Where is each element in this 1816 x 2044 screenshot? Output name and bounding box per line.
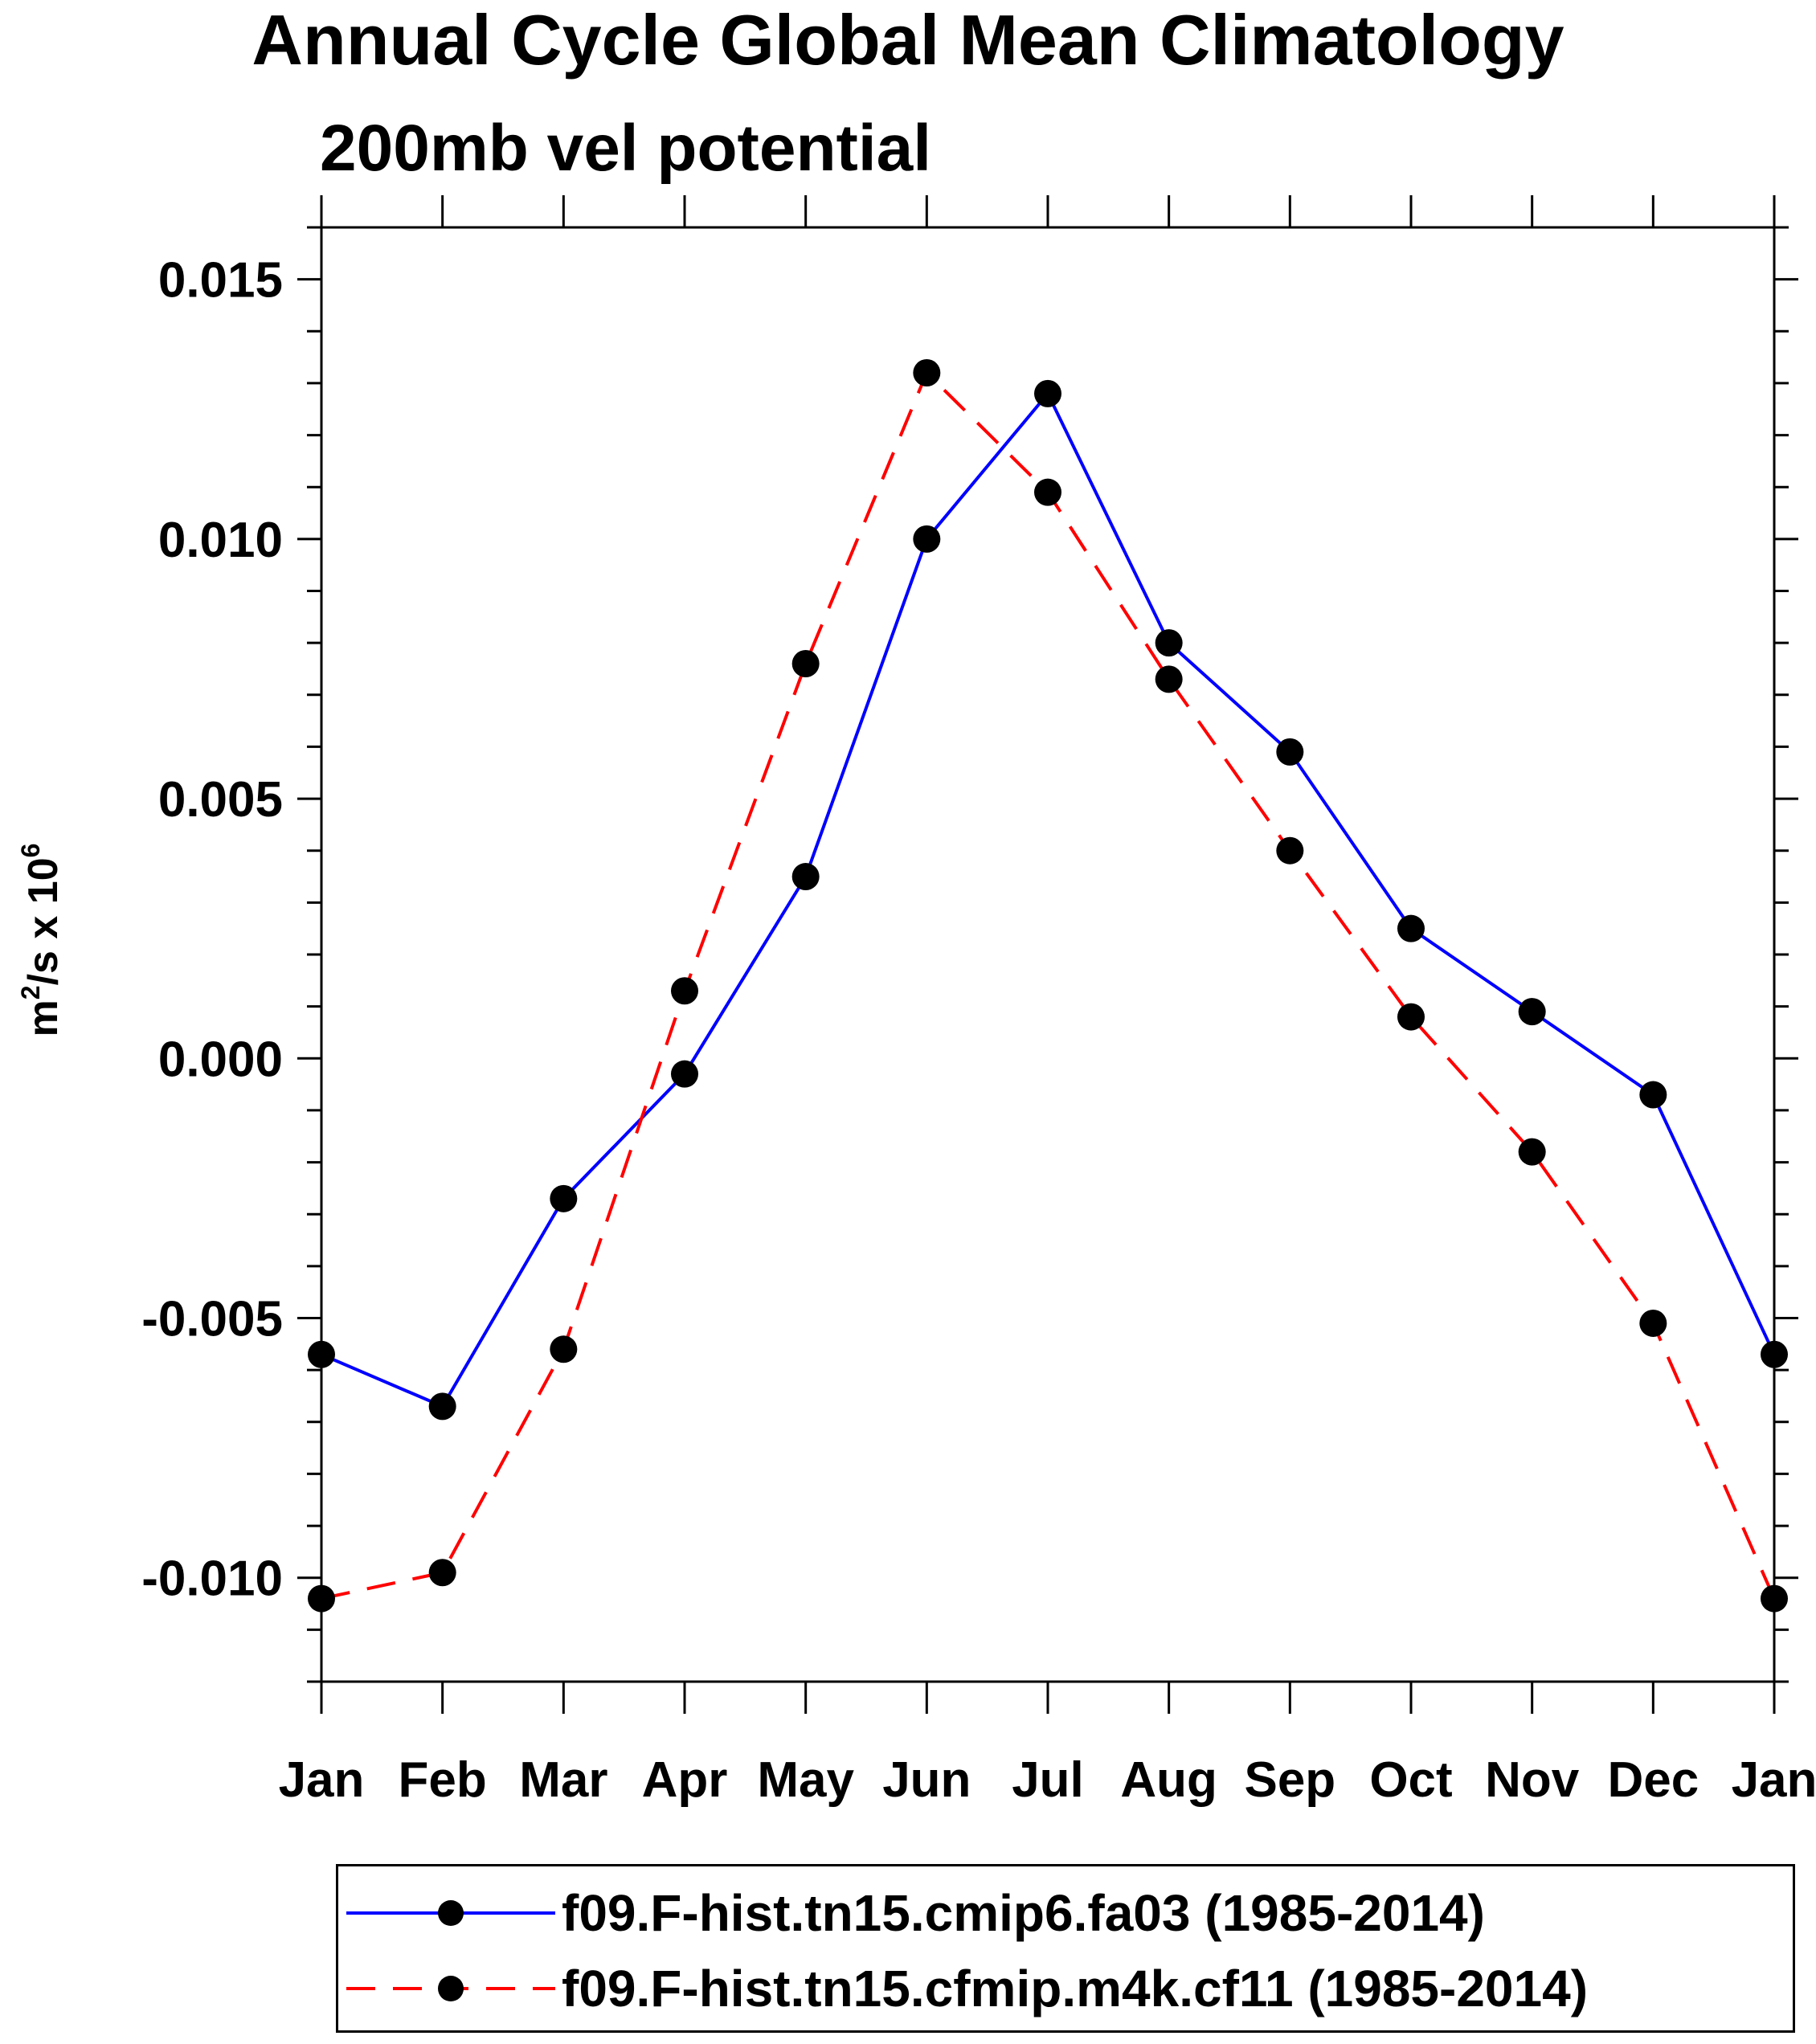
data-point-series-2 <box>308 1584 335 1613</box>
chart-title: Annual Cycle Global Mean Climatology <box>252 0 1564 80</box>
y-tick-label: 0.005 <box>158 772 283 828</box>
chart-plot: 0.015 0.010 0.005 0.000 -0.005 -0.010 Jan Feb M… <box>141 195 1816 1808</box>
x-tick-labels: Jan Feb Mar Apr May Jun Jul Aug Sep Oct Nov Dec Jan <box>279 1752 1816 1808</box>
data-point-series-2 <box>1518 1138 1546 1166</box>
data-point-series-1 <box>1761 1340 1788 1368</box>
x-tick-label: Dec <box>1607 1752 1699 1808</box>
data-point-series-2 <box>550 1335 578 1363</box>
x-tick-label: Jan <box>279 1752 365 1808</box>
x-tick-label: Jul <box>1012 1752 1084 1808</box>
x-tick-label: Jan <box>1732 1752 1816 1808</box>
y-tick-label: -0.010 <box>141 1551 283 1607</box>
y-tick-label: 0.000 <box>158 1032 283 1087</box>
x-tick-label: Sep <box>1244 1752 1335 1808</box>
plot-frame <box>320 226 1776 1683</box>
data-point-series-1 <box>1155 629 1183 657</box>
y-tick-label: 0.015 <box>158 253 283 309</box>
x-tick-label: May <box>757 1752 854 1808</box>
legend-item-series-2: f09.F-hist.tn15.cfmip.m4k.cf11 (1985-201… <box>338 1948 1793 2029</box>
y-tick-labels: 0.015 0.010 0.005 0.000 -0.005 -0.010 <box>141 253 283 1607</box>
data-point-series-2 <box>1034 478 1061 506</box>
data-point-series-2 <box>1639 1309 1667 1337</box>
legend-marker <box>438 1900 464 1926</box>
data-point-series-2 <box>1276 836 1304 865</box>
data-point-series-2 <box>1761 1584 1788 1613</box>
y-tick-label: 0.010 <box>158 513 283 568</box>
series-line-2 <box>321 370 1776 1600</box>
legend-label-series-2: f09.F-hist.tn15.cfmip.m4k.cf11 (1985-201… <box>562 1960 1588 2017</box>
x-tick-label: Aug <box>1120 1752 1217 1808</box>
data-point-series-1 <box>913 525 941 553</box>
x-tick-label: Nov <box>1485 1752 1580 1808</box>
legend-sample-solid <box>346 1900 555 1926</box>
x-tick-label: Apr <box>642 1752 728 1808</box>
data-point-series-1 <box>1034 379 1061 407</box>
series-lines <box>321 370 1776 1600</box>
legend-marker <box>438 1976 464 2001</box>
data-point-series-2 <box>1155 665 1183 693</box>
data-point-series-1 <box>671 1060 698 1088</box>
data-point-series-1 <box>1518 998 1546 1026</box>
data-point-series-1 <box>308 1340 335 1368</box>
data-point-series-2 <box>913 359 941 386</box>
x-tick-label: Jun <box>882 1752 971 1808</box>
x-tick-label: Oct <box>1369 1752 1452 1808</box>
legend: f09.F-hist.tn15.cmip6.fa03 (1985-2014) f… <box>336 1864 1795 2033</box>
legend-label-series-1: f09.F-hist.tn15.cmip6.fa03 (1985-2014) <box>562 1884 1485 1942</box>
x-tick-label: Mar <box>519 1752 607 1808</box>
x-tick-label: Feb <box>399 1752 487 1808</box>
legend-item-series-1: f09.F-hist.tn15.cmip6.fa03 (1985-2014) <box>338 1873 1793 1953</box>
y-tick-label: -0.005 <box>141 1292 283 1347</box>
series-line-1 <box>321 390 1776 1408</box>
data-point-series-1 <box>1639 1081 1667 1109</box>
series-points <box>308 359 1788 1613</box>
data-point-series-1 <box>791 863 820 891</box>
axis-ticks <box>297 195 1798 1714</box>
data-point-series-2 <box>428 1559 456 1587</box>
data-point-series-2 <box>791 650 820 677</box>
legend-sample-dashed <box>346 1976 555 2001</box>
data-point-series-1 <box>550 1184 578 1212</box>
data-point-series-1 <box>428 1392 456 1421</box>
data-point-series-1 <box>1276 738 1304 766</box>
chart-subtitle: 200mb vel potential <box>320 112 932 185</box>
data-point-series-2 <box>671 977 698 1005</box>
data-point-series-1 <box>1397 914 1425 942</box>
data-point-series-2 <box>1397 1003 1425 1031</box>
